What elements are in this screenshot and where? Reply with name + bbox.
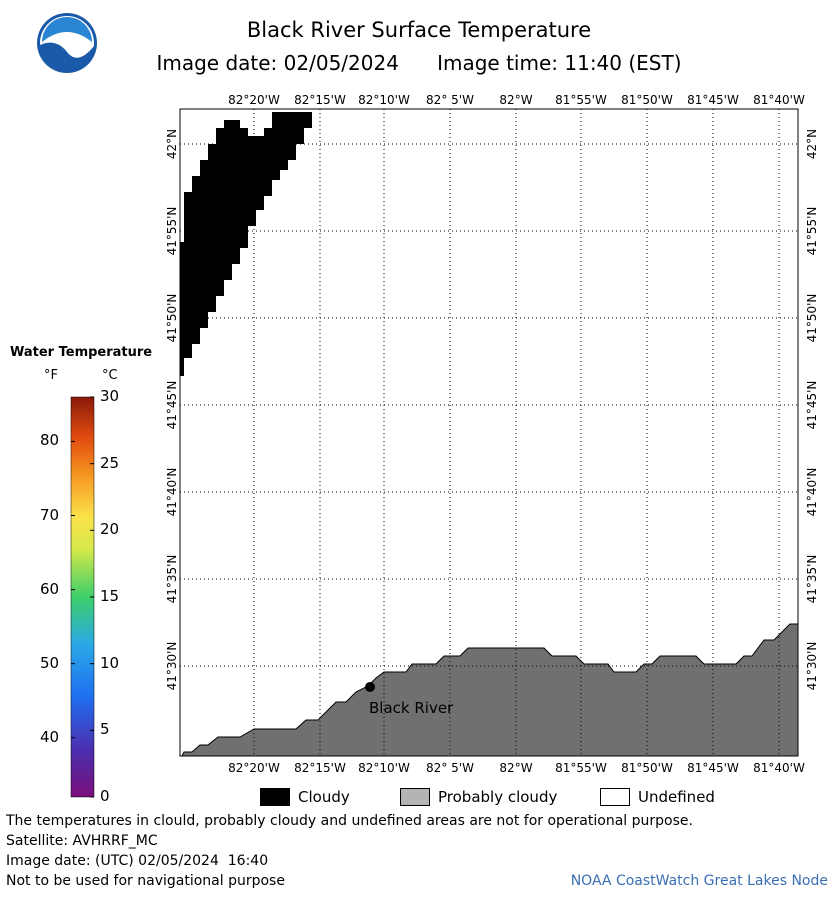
lon-label-bottom: 82°W bbox=[499, 761, 532, 775]
land-region bbox=[181, 623, 799, 757]
probably-cloudy-swatch bbox=[400, 788, 430, 806]
celsius-tick-label: 10 bbox=[100, 653, 120, 672]
latitude-labels-left: 42°N 41°55'N 41°50'N 41°45'N 41°40'N 41°35'N 4… bbox=[165, 129, 179, 691]
lat-label-right: 41°45'N bbox=[805, 381, 819, 430]
black-river-marker[interactable] bbox=[365, 682, 375, 692]
lon-label-bottom: 82°10'W bbox=[358, 761, 410, 775]
area-legend: Cloudy Probably cloudy Undefined bbox=[260, 786, 740, 810]
lon-label-bottom: 82°15'W bbox=[294, 761, 346, 775]
lat-label-left: 41°30'N bbox=[165, 642, 179, 691]
lat-label-left: 41°55'N bbox=[165, 207, 179, 256]
key-undefined-label: Undefined bbox=[638, 788, 715, 806]
graticule bbox=[180, 109, 798, 756]
lon-label-bottom: 82°20'W bbox=[228, 761, 280, 775]
key-probably-cloudy-label: Probably cloudy bbox=[438, 788, 558, 806]
lat-label-right: 41°50'N bbox=[805, 294, 819, 343]
noaa-logo: NOAA bbox=[36, 12, 98, 74]
fahrenheit-tick-label: 40 bbox=[40, 727, 60, 746]
lon-label-top: 81°40'W bbox=[753, 93, 805, 107]
lon-label-top: 82°15'W bbox=[294, 93, 346, 107]
cloudy-region bbox=[180, 112, 312, 376]
image-time: Image time: 11:40 (EST) bbox=[437, 51, 682, 75]
lat-label-right: 41°40'N bbox=[805, 468, 819, 517]
latitude-labels-right: 42°N 41°55'N 41°50'N 41°45'N 41°40'N 41°35'N 4… bbox=[805, 129, 819, 691]
undefined-swatch bbox=[600, 788, 630, 806]
key-undefined: Undefined bbox=[600, 786, 715, 808]
lon-label-top: 82° 5'W bbox=[426, 93, 474, 107]
image-date-utc: Image date: (UTC) 02/05/2024 16:40 bbox=[6, 853, 269, 869]
unit-fahrenheit: °F bbox=[44, 368, 58, 383]
lat-label-right: 41°35'N bbox=[805, 555, 819, 604]
credit-text: NOAA CoastWatch Great Lakes Node bbox=[570, 873, 828, 889]
celsius-tick-label: 30 bbox=[100, 387, 120, 405]
lon-label-bottom: 82° 5'W bbox=[426, 761, 474, 775]
lon-label-top: 81°45'W bbox=[687, 93, 739, 107]
lon-label-top: 81°50'W bbox=[621, 93, 673, 107]
lon-label-top: 82°W bbox=[499, 93, 532, 107]
logo-text: NOAA bbox=[54, 34, 81, 44]
celsius-tick-label: 15 bbox=[100, 587, 120, 605]
disclaimer-text: The temperatures in clould, probably clo… bbox=[6, 813, 693, 829]
unit-celsius: °C bbox=[102, 368, 118, 383]
fahrenheit-tick-label: 70 bbox=[40, 505, 60, 524]
key-cloudy: Cloudy bbox=[260, 786, 350, 808]
lat-label-right: 41°30'N bbox=[805, 642, 819, 691]
key-probably-cloudy: Probably cloudy bbox=[400, 786, 557, 808]
legend-title: Water Temperature bbox=[10, 345, 153, 360]
fahrenheit-tick-label: 80 bbox=[40, 431, 60, 450]
celsius-tick-label: 20 bbox=[100, 520, 120, 539]
lon-label-bottom: 81°45'W bbox=[687, 761, 739, 775]
celsius-tick-label: 5 bbox=[100, 720, 110, 739]
lon-label-bottom: 81°55'W bbox=[555, 761, 607, 775]
lat-label-left: 41°35'N bbox=[165, 555, 179, 604]
cloudy-swatch bbox=[260, 788, 290, 806]
celsius-tick-label: 25 bbox=[100, 453, 120, 472]
lon-label-bottom: 81°50'W bbox=[621, 761, 673, 775]
lat-label-right: 42°N bbox=[805, 129, 819, 159]
lon-label-top: 81°55'W bbox=[555, 93, 607, 107]
image-datetime: Image date: 02/05/2024 Image time: 11:40… bbox=[0, 51, 838, 75]
fahrenheit-tick-label: 60 bbox=[40, 579, 60, 598]
lon-label-top: 82°20'W bbox=[228, 93, 280, 107]
lat-label-right: 41°55'N bbox=[805, 207, 819, 256]
black-river-label: Black River bbox=[369, 699, 454, 717]
satellite-text: Satellite: AVHRRF_MC bbox=[6, 833, 158, 849]
longitude-labels-bottom: 82°20'W 82°15'W 82°10'W 82° 5'W 82°W 81°55'W 8… bbox=[228, 761, 805, 775]
navigation-note: Not to be used for navigational purpose bbox=[6, 873, 285, 889]
lon-label-top: 82°10'W bbox=[358, 93, 410, 107]
lat-label-left: 41°45'N bbox=[165, 381, 179, 430]
longitude-labels-top: 82°20'W 82°15'W 82°10'W 82° 5'W 82°W 81°55'W 8… bbox=[228, 93, 805, 107]
page-title: Black River Surface Temperature bbox=[246, 18, 592, 42]
lat-label-left: 42°N bbox=[165, 129, 179, 159]
color-bar-ticks bbox=[71, 396, 94, 798]
lat-label-left: 41°50'N bbox=[165, 294, 179, 343]
fahrenheit-tick-label: 50 bbox=[40, 653, 60, 672]
celsius-tick-label: 0 bbox=[100, 787, 110, 805]
lat-label-left: 41°40'N bbox=[165, 468, 179, 517]
lon-label-bottom: 81°40'W bbox=[753, 761, 805, 775]
image-date: Image date: 02/05/2024 bbox=[156, 51, 399, 75]
key-cloudy-label: Cloudy bbox=[298, 788, 350, 806]
